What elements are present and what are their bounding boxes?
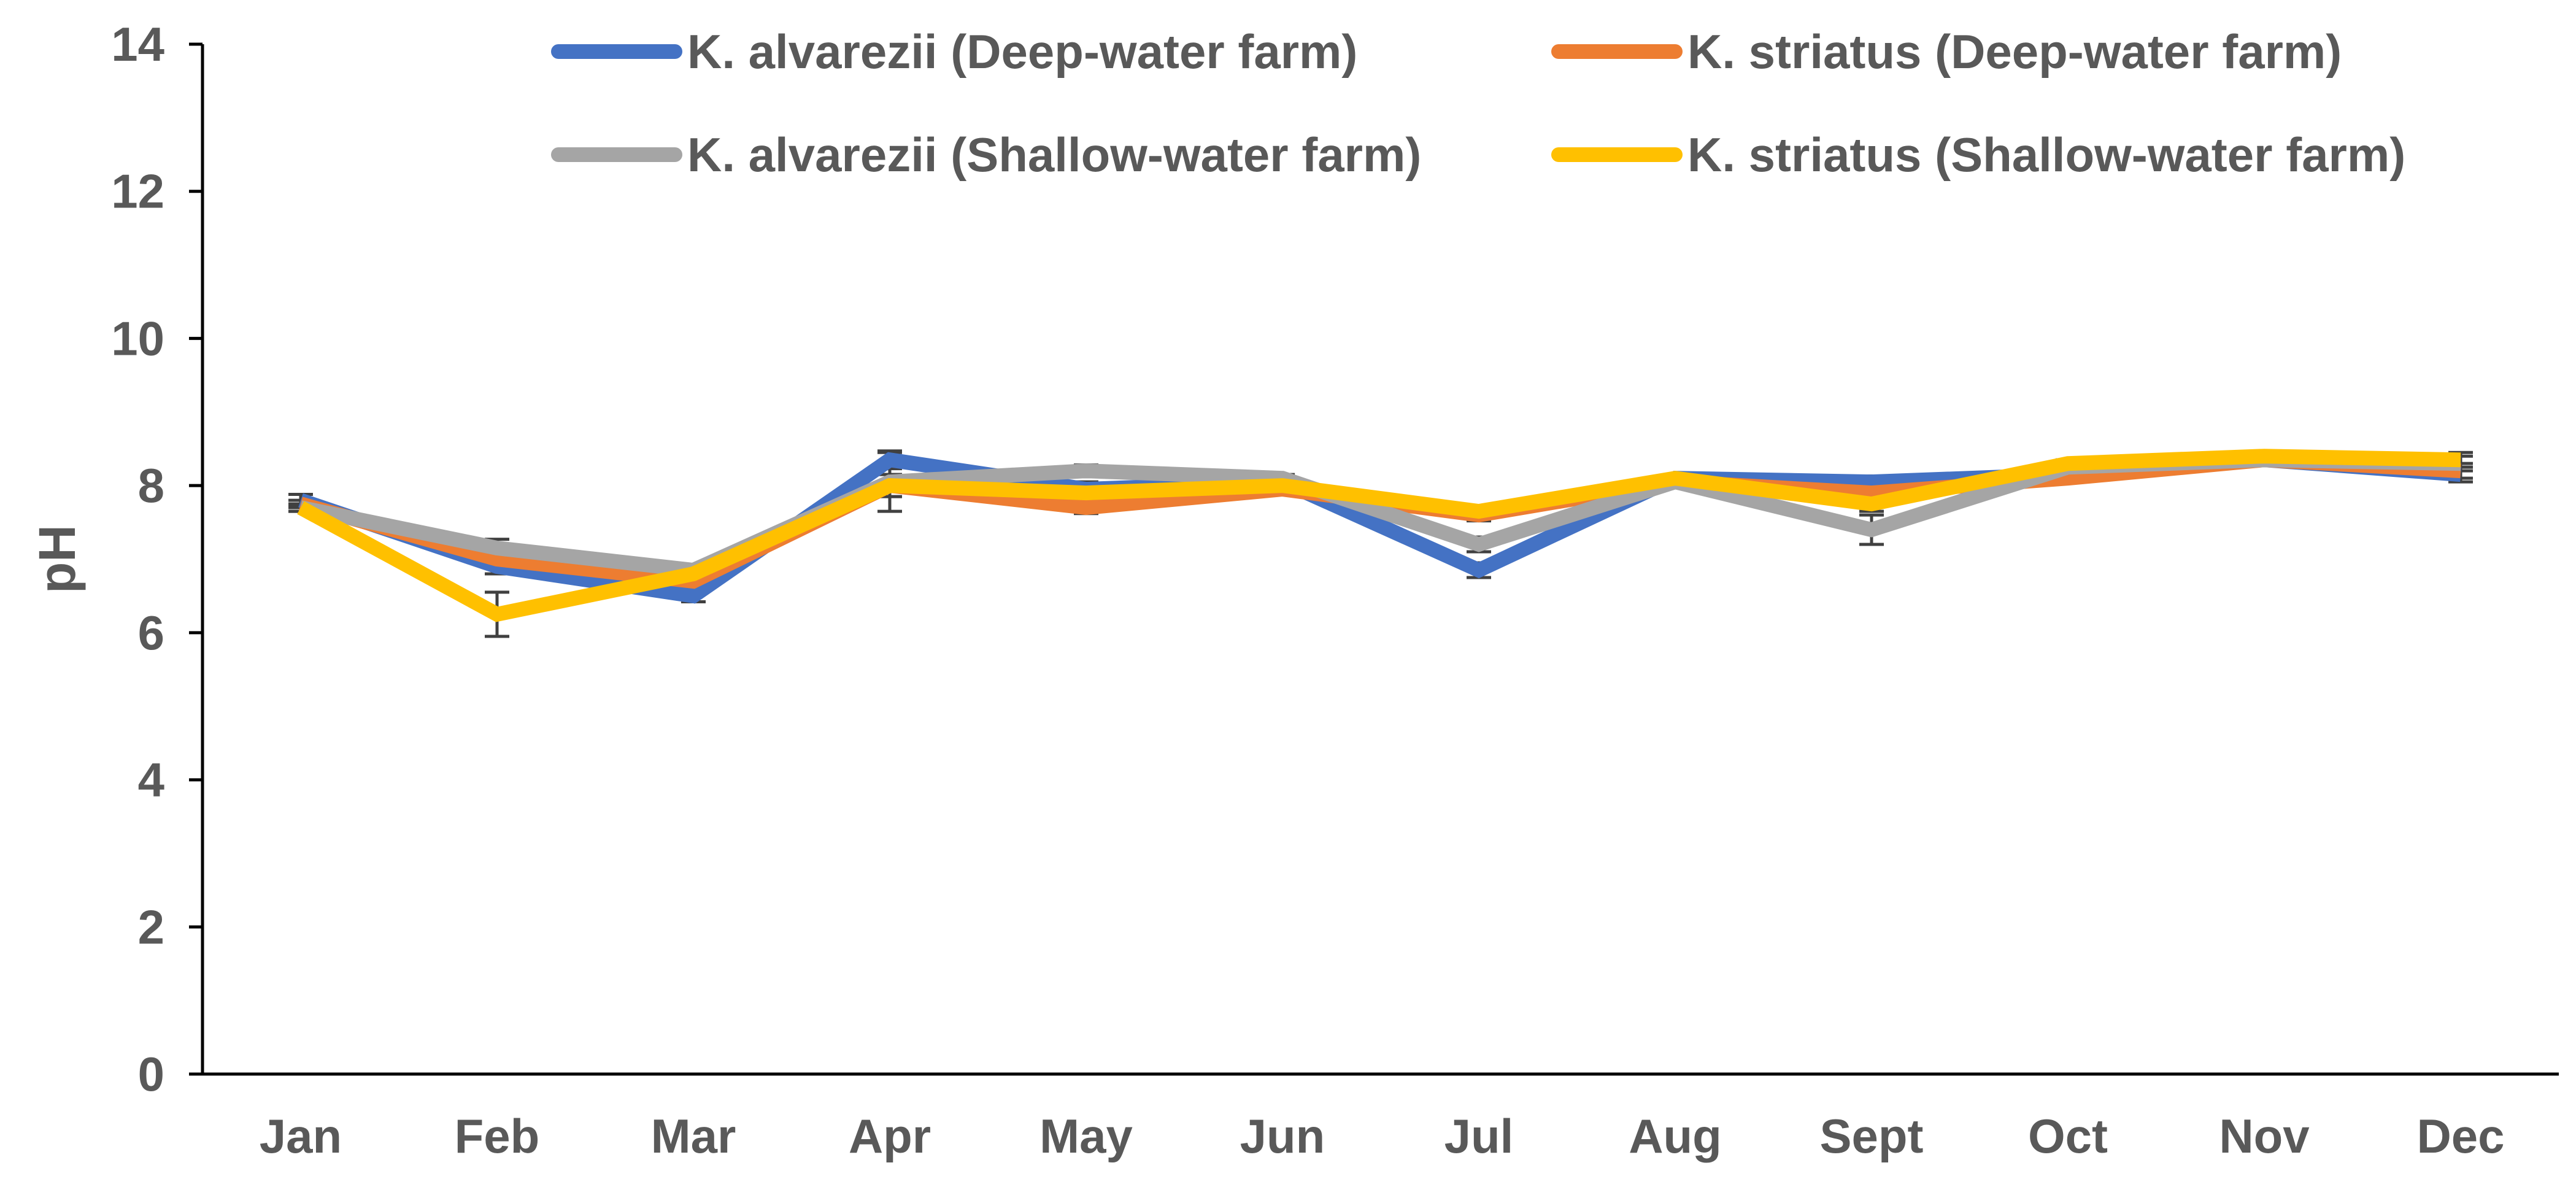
legend: K. alvarezii (Deep-water farm) K. striatu… [551,25,2405,182]
x-tick-label: Jun [1240,1109,1325,1163]
x-tick-label: Jul [1444,1109,1514,1163]
axis-labels: 0 2 4 6 8 10 12 14 Jan Feb Mar Apr May Jun Jul Aug Sept O… [28,17,2505,1163]
error-bars [288,449,2473,638]
legend-item-3: K. alvarezii (Shallow-water farm) [551,128,1421,182]
x-tick-label: Aug [1629,1109,1722,1163]
x-tick-label: Feb [455,1109,540,1163]
y-axis-title: pH [28,525,86,594]
x-tick-label: Apr [849,1109,931,1163]
y-tick-label: 4 [138,753,164,807]
legend-label: K. striatus (Deep-water farm) [1687,25,2342,79]
legend-item-1: K. alvarezii (Deep-water farm) [551,25,1357,79]
x-tick-label: Dec [2416,1109,2504,1163]
legend-item-2: K. striatus (Deep-water farm) [1551,25,2342,79]
x-tick-label: Nov [2219,1109,2310,1163]
x-tick-label: Mar [651,1109,736,1163]
y-tick-label: 0 [138,1047,164,1101]
y-tick-label: 12 [111,164,164,218]
y-tick-label: 8 [138,458,164,512]
series-line-4 [297,449,2461,622]
legend-label: K. alvarezii (Deep-water farm) [687,25,1357,79]
series-lines [297,449,2461,622]
x-tick-label: Jan [260,1109,342,1163]
y-tick-label: 10 [111,311,164,365]
y-tick-label: 2 [138,900,164,954]
x-tick-label: May [1039,1109,1133,1163]
y-tick-label: 6 [138,606,164,660]
x-tick-label: Sept [1819,1109,1923,1163]
legend-label: K. alvarezii (Shallow-water farm) [687,128,1421,182]
y-tick-label: 14 [111,17,164,71]
legend-item-4: K. striatus (Shallow-water farm) [1551,128,2405,182]
axes [189,42,2559,1076]
x-tick-label: Oct [2028,1109,2108,1163]
legend-label: K. striatus (Shallow-water farm) [1687,128,2405,182]
